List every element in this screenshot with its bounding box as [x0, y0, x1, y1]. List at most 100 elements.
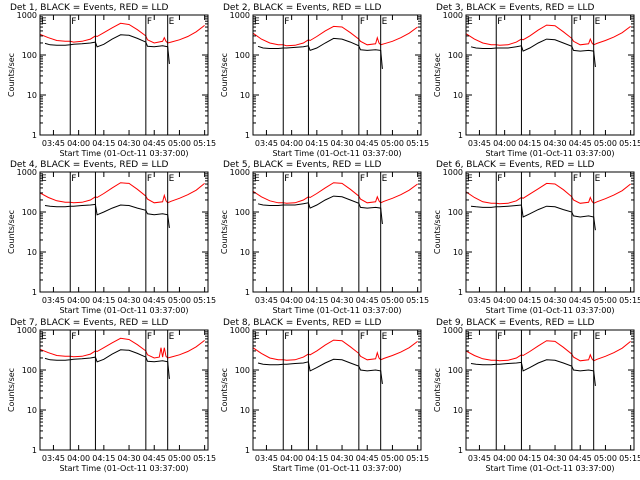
- x-tick-label: 04:15: [518, 139, 541, 148]
- x-tick-label: 03:45: [255, 454, 278, 463]
- y-tick-label: 1: [458, 446, 463, 455]
- x-tick-label: 04:15: [305, 296, 328, 305]
- flag-label: E: [169, 332, 175, 342]
- flag-label: E: [467, 332, 473, 342]
- x-tick-label: 03:45: [468, 139, 491, 148]
- x-tick-label: 05:00: [594, 139, 617, 148]
- x-axis-label: Start Time (01-Oct-11 03:37:00): [272, 149, 401, 158]
- flag-label: E: [169, 17, 175, 27]
- y-tick-label: 10: [27, 248, 37, 257]
- events-series-line: [470, 204, 596, 231]
- x-tick-label: 05:15: [193, 139, 216, 148]
- lld-series-line: [39, 182, 205, 204]
- flag-label: F: [360, 174, 365, 184]
- x-tick-label: 04:15: [518, 454, 541, 463]
- x-tick-label: 04:30: [544, 139, 567, 148]
- flag-label: E: [467, 174, 473, 184]
- x-tick-label: 05:15: [193, 454, 216, 463]
- x-tick-label: 05:15: [406, 296, 429, 305]
- x-tick-label: 05:15: [406, 139, 429, 148]
- x-tick-label: 04:00: [67, 296, 90, 305]
- flag-label: F: [360, 17, 365, 27]
- x-tick-label: 04:15: [305, 454, 328, 463]
- plot-frame: [39, 329, 209, 451]
- lld-series-line: [465, 182, 631, 205]
- y-tick-label: 1: [458, 131, 463, 140]
- y-tick-label: 100: [448, 366, 463, 375]
- events-series-line: [470, 38, 596, 68]
- plot-frame: [252, 171, 422, 293]
- x-axis-label: Start Time (01-Oct-11 03:37:00): [272, 464, 401, 473]
- flag-label: F: [284, 17, 289, 27]
- y-tick-label: 1: [32, 131, 37, 140]
- flag-label: F: [147, 17, 152, 27]
- flag-label: E: [382, 174, 388, 184]
- x-tick-label: 03:45: [468, 454, 491, 463]
- x-tick-label: 04:15: [92, 139, 115, 148]
- y-axis-label: Counts/sec: [7, 368, 16, 412]
- lld-series-line: [39, 22, 205, 44]
- y-axis-label: Counts/sec: [433, 53, 442, 97]
- x-tick-label: 04:30: [331, 454, 354, 463]
- flag-label: E: [467, 17, 473, 27]
- y-tick-label: 100: [235, 366, 250, 375]
- flag-label: F: [573, 174, 578, 184]
- y-tick-label: 100: [22, 51, 37, 60]
- chart-title: Det 7, BLACK = Events, RED = LLD: [10, 318, 169, 328]
- x-tick-label: 04:45: [356, 454, 379, 463]
- x-tick-label: 03:45: [42, 139, 65, 148]
- x-tick-label: 04:45: [143, 296, 166, 305]
- flag-label: E: [595, 332, 601, 342]
- y-axis-label: Counts/sec: [433, 210, 442, 254]
- plot-frame: [252, 329, 422, 451]
- x-tick-label: 03:45: [255, 296, 278, 305]
- x-tick-label: 05:15: [193, 296, 216, 305]
- chart-title: Det 6, BLACK = Events, RED = LLD: [436, 160, 595, 170]
- y-axis-label: Counts/sec: [220, 368, 229, 412]
- chart-title: Det 3, BLACK = Events, RED = LLD: [436, 3, 595, 13]
- y-tick-label: 100: [235, 208, 250, 217]
- y-tick-label: 1: [245, 288, 250, 297]
- y-tick-label: 1000: [230, 11, 250, 20]
- y-tick-label: 1: [458, 288, 463, 297]
- y-axis-label: Counts/sec: [220, 210, 229, 254]
- x-tick-label: 04:00: [280, 139, 303, 148]
- flag-label: E: [595, 17, 601, 27]
- flag-label: E: [254, 332, 260, 342]
- x-tick-label: 04:15: [305, 139, 328, 148]
- y-tick-label: 10: [27, 406, 37, 415]
- x-tick-label: 04:30: [118, 296, 141, 305]
- x-axis-label: Start Time (01-Oct-11 03:37:00): [59, 464, 188, 473]
- flag-label: E: [41, 174, 47, 184]
- x-tick-label: 04:00: [493, 454, 516, 463]
- flag-label: F: [497, 174, 502, 184]
- flag-label: E: [41, 17, 47, 27]
- flag-label: F: [71, 332, 76, 342]
- flag-label: F: [573, 332, 578, 342]
- y-tick-label: 100: [235, 51, 250, 60]
- flag-label: E: [254, 17, 260, 27]
- chart-title: Det 9, BLACK = Events, RED = LLD: [436, 318, 595, 328]
- x-tick-label: 04:00: [493, 296, 516, 305]
- lld-series-line: [252, 339, 418, 361]
- x-tick-label: 04:30: [544, 454, 567, 463]
- x-tick-label: 04:45: [356, 296, 379, 305]
- x-tick-label: 05:15: [619, 139, 640, 148]
- x-tick-label: 04:15: [92, 454, 115, 463]
- events-series-line: [44, 203, 170, 228]
- y-axis-label: Counts/sec: [433, 368, 442, 412]
- y-tick-label: 1: [245, 131, 250, 140]
- x-tick-label: 05:15: [406, 454, 429, 463]
- events-series-line: [44, 349, 170, 379]
- x-tick-label: 04:00: [67, 139, 90, 148]
- x-tick-label: 04:30: [331, 139, 354, 148]
- x-tick-label: 03:45: [42, 296, 65, 305]
- x-tick-label: 04:00: [280, 296, 303, 305]
- y-tick-label: 1000: [443, 168, 463, 177]
